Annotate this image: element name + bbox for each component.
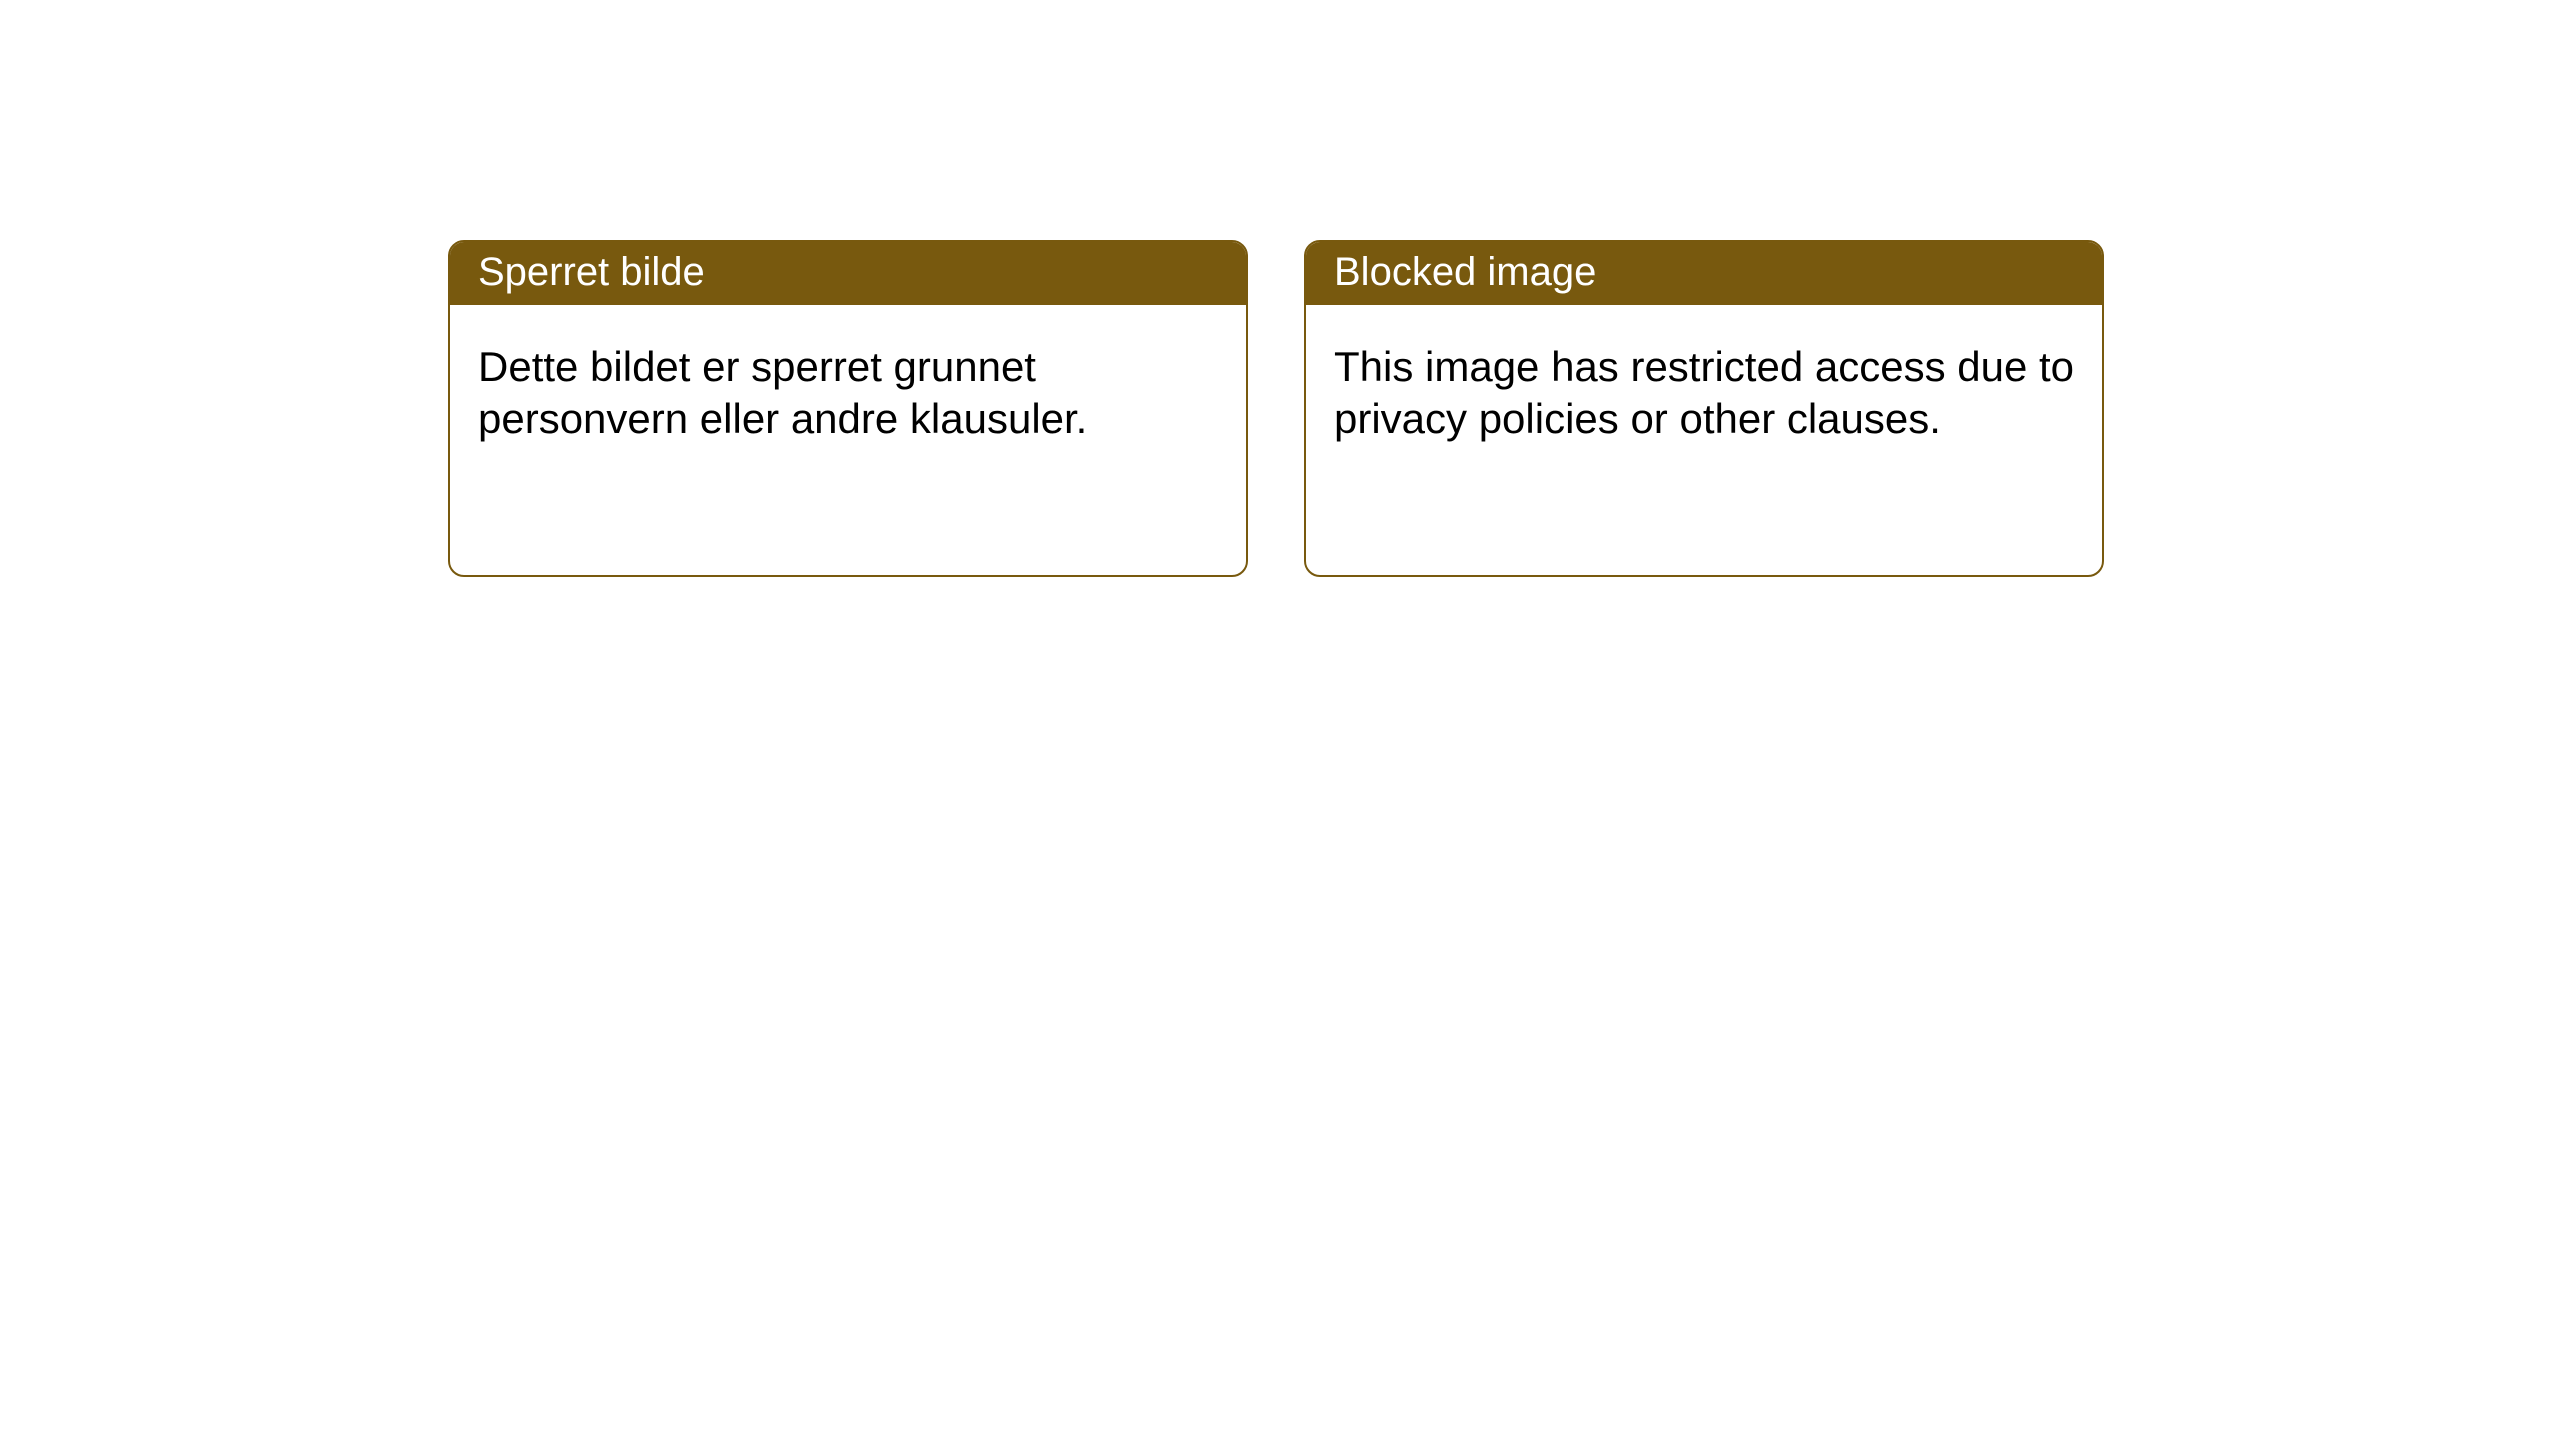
- notice-body-norwegian: Dette bildet er sperret grunnet personve…: [450, 305, 1246, 575]
- notice-cards-container: Sperret bilde Dette bildet er sperret gr…: [448, 240, 2104, 577]
- notice-body-english: This image has restricted access due to …: [1306, 305, 2102, 575]
- notice-title-english: Blocked image: [1306, 242, 2102, 305]
- notice-card-norwegian: Sperret bilde Dette bildet er sperret gr…: [448, 240, 1248, 577]
- notice-title-norwegian: Sperret bilde: [450, 242, 1246, 305]
- notice-card-english: Blocked image This image has restricted …: [1304, 240, 2104, 577]
